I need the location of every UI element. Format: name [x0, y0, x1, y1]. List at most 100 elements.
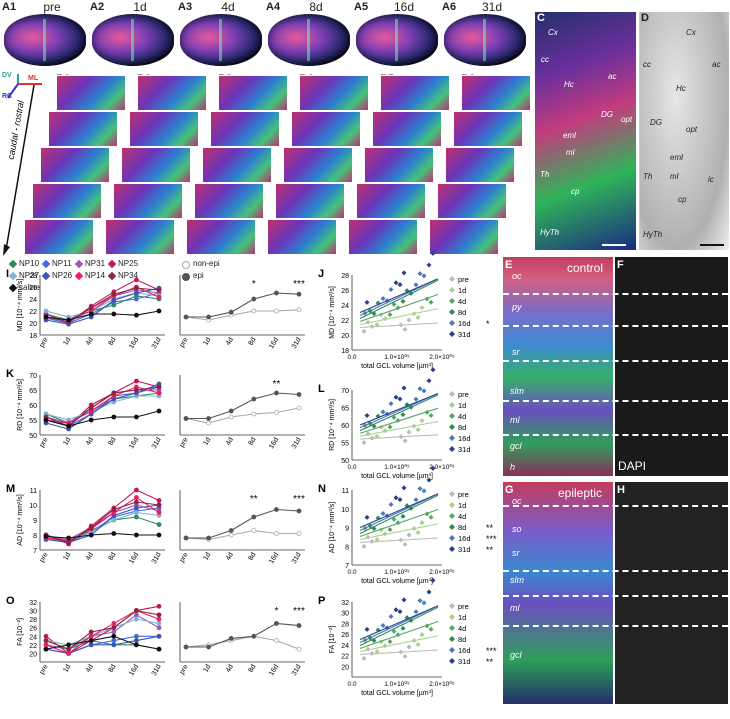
significance-mark: **	[486, 523, 494, 533]
panel-d-image	[639, 12, 729, 250]
regression-line	[359, 494, 439, 534]
data-point	[395, 305, 401, 311]
data-point	[111, 621, 117, 626]
x-tick-label: 8d	[108, 663, 118, 673]
data-point	[133, 378, 139, 384]
x-tick-label: 0.0	[347, 354, 356, 361]
data-point	[421, 388, 427, 394]
layer-boundary-line	[503, 325, 728, 327]
data-point	[430, 577, 436, 583]
data-point	[66, 646, 71, 652]
x-tick-label: 0.0	[347, 569, 356, 576]
data-point	[228, 408, 234, 414]
data-point	[421, 600, 427, 606]
x-tick-label: 0.0	[347, 464, 356, 471]
panel-c-annotation: Hc	[564, 80, 574, 89]
data-point	[133, 616, 139, 622]
data-point	[66, 642, 71, 648]
y-tick-label: 24	[29, 634, 37, 641]
x-tick-label: 8d	[248, 551, 258, 561]
x-tick-label: 31d	[151, 436, 163, 450]
x-tick-label: 4d	[85, 336, 95, 346]
series-line	[45, 287, 160, 323]
legend-label: 8d	[458, 523, 466, 532]
x-tick-label: pre	[39, 551, 50, 563]
data-point	[228, 414, 234, 420]
y-axis-label: FA [10⁻²]	[17, 618, 24, 646]
data-point	[251, 396, 257, 402]
data-point	[43, 638, 49, 643]
legend-label: 1d	[458, 501, 466, 510]
legend-marker	[449, 320, 455, 326]
panel-a-brain-image	[92, 14, 174, 66]
x-tick-label: 31d	[291, 663, 303, 677]
data-point	[156, 408, 162, 414]
data-point	[369, 324, 375, 329]
x-tick-label: 1d	[202, 336, 212, 346]
panel-c-annotation: ml	[566, 148, 575, 157]
y-tick-label: 7	[345, 563, 349, 570]
data-point	[401, 385, 407, 391]
data-point	[361, 655, 367, 661]
legend-marker	[449, 287, 455, 293]
data-point	[374, 433, 380, 439]
data-point	[183, 416, 189, 421]
series-line	[185, 635, 300, 650]
panel-d-annotation: cp	[678, 195, 687, 204]
data-point	[402, 541, 408, 547]
panel-a-time-label: 4d	[221, 0, 235, 14]
y-tick-label: 20	[29, 321, 37, 328]
data-point	[398, 322, 404, 328]
y-axis-label: AD [10⁻⁴ mm²/s]	[329, 502, 336, 553]
data-point	[296, 531, 302, 536]
data-point	[415, 529, 421, 535]
data-point	[400, 298, 406, 304]
panel-e-layer-label: slm	[510, 386, 524, 396]
data-point	[133, 505, 139, 511]
data-point	[371, 423, 377, 429]
x-tick-label: 4d	[85, 663, 95, 673]
panel-b-tile	[24, 219, 94, 255]
data-point	[398, 649, 404, 655]
panel-e-layer-label: h	[510, 462, 516, 472]
panel-b-tile	[186, 219, 256, 255]
ml-label: ML	[28, 75, 39, 82]
panel-b-tile	[48, 111, 118, 147]
data-point	[417, 386, 423, 392]
legend-marker	[449, 535, 455, 541]
y-tick-label: 11	[342, 488, 349, 495]
x-tick-label: 16d	[128, 663, 140, 677]
panel-a-brain-image	[4, 14, 86, 66]
x-tick-label: 1d	[202, 551, 212, 561]
panel-a-brain-image	[268, 14, 350, 66]
y-axis-label: AD [10⁻⁴ mm²/s]	[17, 494, 24, 545]
orientation-axes-icon	[7, 74, 42, 99]
panel-a-time-label: 1d	[133, 0, 147, 14]
x-tick-label: 4d	[225, 436, 235, 446]
x-tick-label: 8d	[248, 663, 258, 673]
x-tick-label: 16d	[268, 336, 280, 350]
data-point	[413, 497, 419, 503]
data-point	[411, 526, 417, 532]
panel-a-sublabel: A2	[90, 1, 105, 13]
panel-b-tile	[348, 219, 418, 255]
panel-a-time-label: 8d	[309, 0, 323, 14]
panel-b-tile	[218, 75, 288, 111]
data-point	[395, 418, 401, 424]
data-point	[296, 392, 302, 397]
chart-P: 20 22 24 26 28 30 32 0.0 1.0×10⁰⁹ 2.0×10⁰⁹ total G…	[318, 577, 497, 697]
data-point	[111, 297, 117, 303]
data-point	[380, 409, 386, 415]
data-point	[395, 520, 401, 526]
x-tick-label: pre	[179, 663, 190, 675]
panel-c-label: C	[537, 12, 545, 24]
chart-I2: pre 1d 4d 8d 16d 31d* ***	[179, 275, 305, 350]
series-line	[186, 392, 300, 420]
data-point	[371, 526, 377, 532]
data-point	[380, 622, 386, 628]
legend-label: 31d	[458, 445, 471, 454]
rc-label: RC	[2, 93, 13, 100]
data-point	[156, 384, 162, 390]
legend-marker	[449, 413, 455, 419]
panel-b-tile	[283, 147, 353, 183]
